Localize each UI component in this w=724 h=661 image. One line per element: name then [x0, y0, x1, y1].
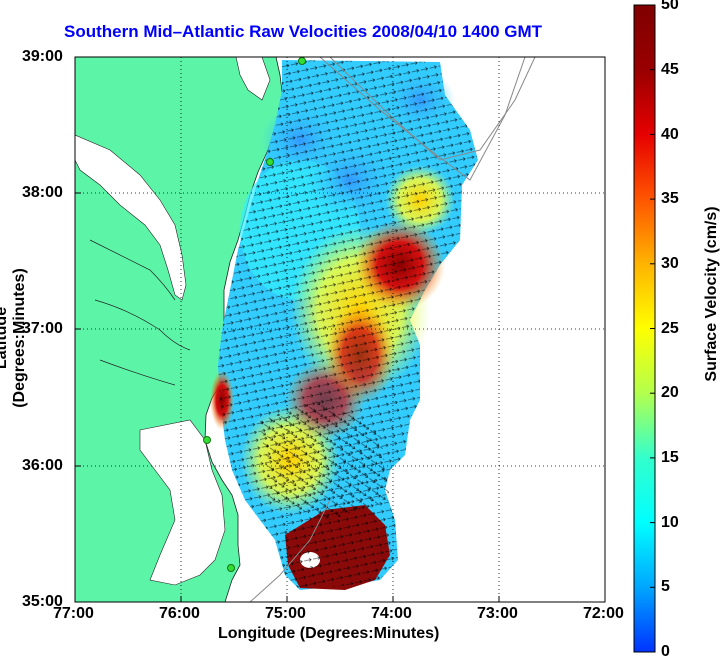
colorbar-tick-label: 45: [661, 61, 679, 78]
tick-marks: [75, 192, 500, 602]
station-marker: [227, 564, 235, 572]
colorbar-tick-label: 35: [661, 190, 679, 207]
y-tick-label: 37:00: [22, 320, 63, 337]
colorbar-tick-label: 50: [661, 0, 679, 13]
y-tick-label: 35:00: [22, 593, 63, 610]
chesapeake-bay: [75, 134, 187, 301]
colorbar-ticks: [650, 69, 655, 588]
x-tick-label: 74:00: [371, 605, 412, 622]
x-tick-label: 72:00: [583, 605, 624, 622]
x-tick-label: 75:00: [265, 605, 306, 622]
map-title: Southern Mid–Atlantic Raw Velocities 200…: [64, 22, 543, 41]
colorbar-tick-label: 25: [661, 320, 679, 337]
x-tick-label: 73:00: [477, 605, 518, 622]
y-tick-label: 39:00: [22, 48, 63, 65]
x-tick-label: 76:00: [159, 605, 200, 622]
plot-area: [75, 57, 605, 602]
colorbar-tick-label: 5: [661, 578, 670, 595]
station-marker: [203, 436, 211, 444]
colorbar-tick-label: 0: [661, 643, 670, 660]
x-axis-label: Longitude (Degrees:Minutes): [218, 625, 440, 642]
colorbar-tick-label: 15: [661, 449, 679, 466]
pamlico-sound: [139, 419, 226, 586]
station-marker: [266, 158, 274, 166]
y-axis-label: Latitude (Degrees:Minutes): [0, 268, 28, 408]
colorbar-tick-label: 10: [661, 514, 679, 531]
colorbar-tick-label: 20: [661, 384, 679, 401]
river-1: [89, 239, 176, 301]
x-tick-label: 77:00: [53, 605, 94, 622]
colorbar-tick-label: 30: [661, 255, 679, 272]
river-3: [99, 359, 176, 386]
colorbar-label: Surface Velocity (cm/s): [703, 206, 720, 382]
bathymetry-contours: [249, 57, 536, 602]
station-marker: [298, 57, 306, 65]
y-tick-label: 38:00: [22, 184, 63, 201]
grid-lines: [75, 57, 605, 602]
velocity-field: [210, 60, 478, 590]
y-tick-label: 36:00: [22, 457, 63, 474]
delaware-bay: [235, 57, 271, 101]
colorbar-tick-label: 40: [661, 126, 679, 143]
